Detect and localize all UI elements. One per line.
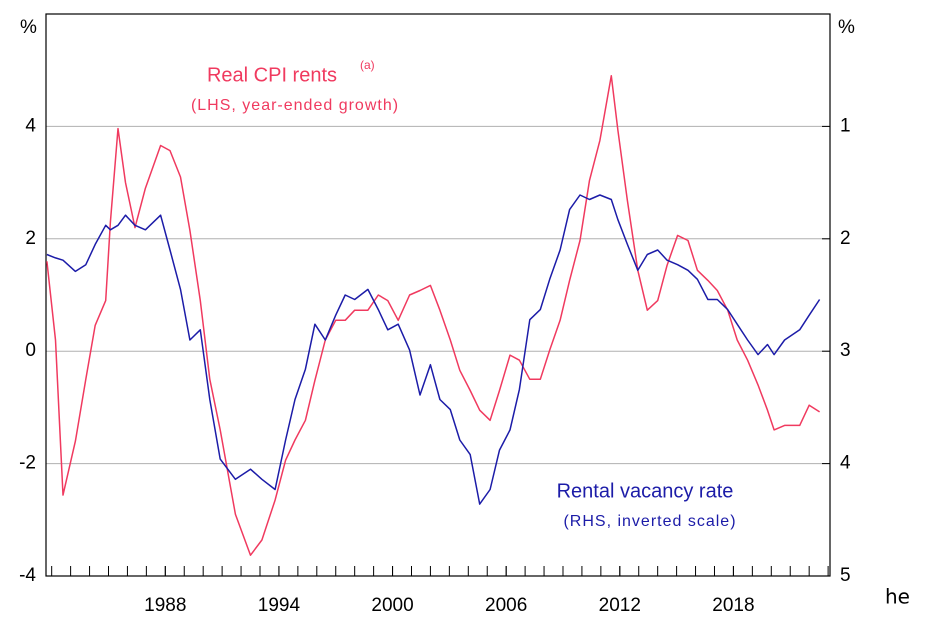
series-label-superscript: (a) [360,58,375,72]
series-note: (RHS, inverted scale) [563,513,736,530]
y-tick-label: -2 [19,453,36,474]
x-tick-label: 2018 [712,595,754,616]
y-tick-label: 2 [25,228,36,249]
y-tick-label: 4 [25,115,36,136]
y2-tick-label: 4 [840,453,851,474]
y2-tick-label: 5 [840,565,851,586]
x-tick-label: 1988 [144,595,186,616]
y2-tick-label: 1 [840,115,851,136]
outside-text: he [885,585,910,609]
series-note: (LHS, year-ended growth) [191,97,399,114]
line-series [46,194,821,505]
y2-tick-label: 2 [840,228,851,249]
y-tick-label: -4 [19,565,36,586]
series-label: Rental vacancy rate [557,480,734,502]
y2-tick-label: 3 [840,340,851,361]
line-series [46,75,821,556]
y2-unit: % [838,17,855,38]
x-tick-label: 1994 [258,595,301,616]
x-tick-label: 2006 [485,595,527,616]
series-label: Real CPI rents [207,64,337,86]
plot-frame [45,13,831,577]
y-unit: % [20,17,37,38]
y-tick-label: 0 [25,340,36,361]
x-tick-label: 2012 [599,595,641,616]
x-tick-label: 2000 [371,595,413,616]
